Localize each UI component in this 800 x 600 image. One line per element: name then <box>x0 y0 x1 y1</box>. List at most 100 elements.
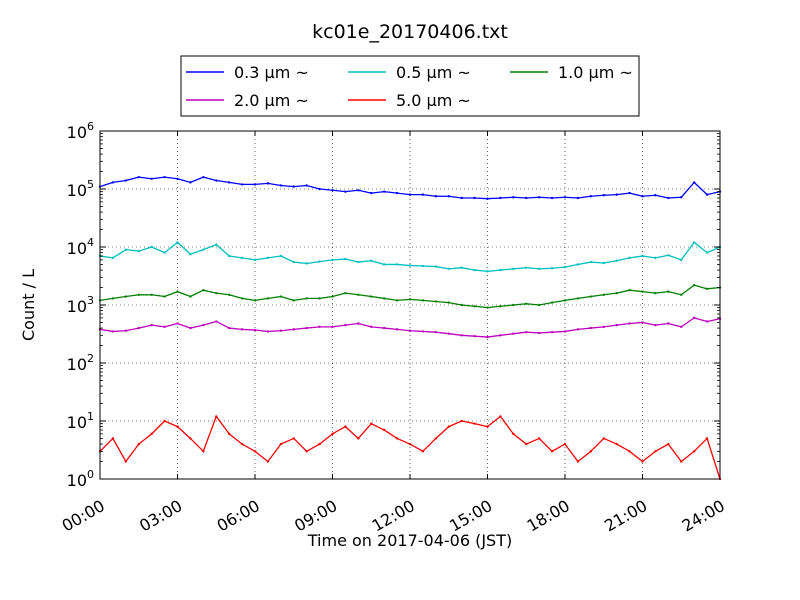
data-point <box>279 329 283 332</box>
data-point <box>240 256 244 260</box>
data-point <box>499 334 502 337</box>
y-tick-label: 105 <box>67 178 94 200</box>
data-point <box>550 301 554 304</box>
data-point <box>447 195 450 198</box>
data-point <box>370 259 373 262</box>
data-point <box>473 334 476 338</box>
data-point <box>486 270 489 273</box>
data-point <box>318 187 321 191</box>
data-point <box>318 442 321 446</box>
data-point <box>240 297 244 300</box>
data-point <box>408 329 412 332</box>
data-point <box>318 297 321 300</box>
data-point <box>680 460 683 463</box>
data-point <box>111 437 115 440</box>
data-point <box>537 437 541 440</box>
data-point <box>408 193 412 196</box>
data-point <box>202 175 205 179</box>
data-point <box>628 450 631 453</box>
data-point <box>680 258 683 262</box>
data-point <box>395 437 399 440</box>
data-point <box>499 305 502 308</box>
data-point <box>537 267 541 271</box>
data-point <box>628 191 631 195</box>
data-point <box>111 330 115 333</box>
data-point <box>641 321 644 324</box>
data-point <box>202 323 205 327</box>
data-point <box>692 316 696 320</box>
data-point <box>137 326 140 330</box>
data-point <box>421 299 425 302</box>
data-point <box>176 322 179 325</box>
data-point <box>705 251 709 254</box>
data-point <box>163 295 166 298</box>
data-point <box>292 299 295 302</box>
data-point <box>641 460 644 463</box>
data-point <box>667 254 670 257</box>
data-point <box>253 258 257 262</box>
data-point <box>344 425 347 428</box>
data-point <box>395 299 399 302</box>
data-point <box>292 260 295 264</box>
data-point <box>111 181 115 184</box>
data-point <box>692 283 696 287</box>
legend-label: 1.0 μm ~ <box>558 63 633 82</box>
data-point <box>460 419 463 423</box>
data-point <box>602 293 605 296</box>
data-point <box>227 181 231 184</box>
data-point <box>654 291 657 295</box>
data-point <box>434 265 438 268</box>
data-point <box>421 330 425 333</box>
data-point <box>525 330 528 334</box>
data-point <box>628 322 631 325</box>
data-point <box>486 335 489 339</box>
data-point <box>602 261 605 265</box>
data-point <box>421 450 425 453</box>
data-point <box>641 290 644 293</box>
data-point <box>357 293 360 296</box>
data-point <box>615 193 618 196</box>
data-point <box>370 325 373 329</box>
data-point <box>589 450 593 453</box>
data-point <box>654 323 657 327</box>
data-point <box>382 263 386 266</box>
data-point <box>460 196 463 200</box>
data-point <box>344 291 347 295</box>
data-point <box>680 325 683 329</box>
data-point <box>667 290 670 293</box>
data-point <box>318 260 321 263</box>
data-point <box>628 288 631 292</box>
data-point <box>370 422 373 425</box>
data-point <box>253 183 257 186</box>
data-point <box>473 305 476 308</box>
data-point <box>705 320 709 323</box>
data-point <box>292 437 295 440</box>
data-point <box>215 179 218 182</box>
data-point <box>576 297 580 300</box>
data-point <box>395 191 399 195</box>
x-tick-label: 12:00 <box>369 496 418 536</box>
data-point <box>266 460 270 463</box>
data-point <box>189 253 192 256</box>
data-point <box>227 254 231 258</box>
data-point <box>615 291 618 295</box>
data-point <box>537 303 541 307</box>
data-point <box>512 303 515 307</box>
data-point <box>589 195 593 198</box>
data-point <box>654 256 657 260</box>
data-point <box>460 303 463 307</box>
data-point <box>318 325 321 329</box>
data-point <box>473 268 476 272</box>
data-point <box>292 185 295 188</box>
x-axis-label: Time on 2017-04-06 (JST) <box>307 531 512 550</box>
data-point <box>447 425 450 428</box>
data-point <box>215 320 218 323</box>
data-point <box>163 325 166 329</box>
y-tick-label: 101 <box>67 410 94 432</box>
series-lines <box>98 175 722 481</box>
data-point <box>576 328 580 331</box>
legend-label: 0.3 μm ~ <box>234 63 309 82</box>
data-point <box>680 293 683 296</box>
data-point <box>305 297 308 300</box>
data-point <box>589 295 593 298</box>
